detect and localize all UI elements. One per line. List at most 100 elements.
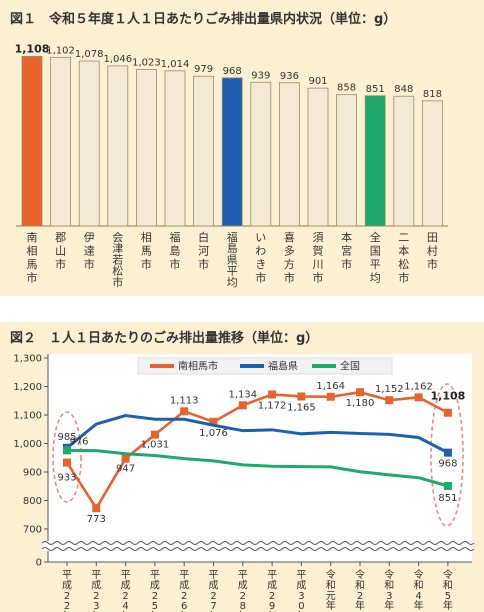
series-line	[66, 414, 449, 454]
data-point	[180, 407, 189, 416]
series-line	[66, 448, 449, 488]
bar-category-label: 二本松市	[398, 231, 409, 285]
bar-chart: 図１ 令和５年度１人１日あたりごみ排出量県内状況（単位：g） 1,108 南相馬市…	[10, 11, 448, 289]
bar	[421, 100, 443, 227]
bar-category-label: いわき市	[255, 231, 266, 285]
data-label: 1,172	[258, 400, 287, 411]
x-tick-label: 平成27年	[209, 570, 219, 612]
data-label: 1,164	[316, 381, 345, 392]
bar	[50, 56, 71, 227]
legend-label: 南相馬市	[178, 360, 218, 373]
bar	[78, 60, 100, 227]
bar	[278, 82, 300, 227]
axis-break-band	[42, 541, 474, 551]
data-point	[63, 446, 71, 455]
data-label: 1,113	[170, 395, 199, 406]
x-tick-label: 令和元年	[326, 568, 336, 612]
bar-value-label: 936	[280, 71, 299, 82]
data-point	[297, 392, 306, 401]
y-tick-label: 1,300	[13, 354, 42, 365]
y-tick-label: 1,100	[13, 411, 42, 422]
legend-box	[137, 357, 393, 375]
bar-chart-panel: 図１ 令和５年度１人１日あたりごみ排出量県内状況（単位：g） 1,108 南相馬市…	[0, 0, 484, 296]
data-label: 1,031	[141, 440, 170, 451]
bar-category-label: 喜多方市	[284, 231, 295, 285]
y-tick-label: 800	[23, 496, 42, 507]
bar-value-label: 968	[223, 66, 242, 77]
bar-value-label: 901	[308, 76, 327, 87]
data-label: 1,152	[375, 384, 404, 395]
bar-category-label: 全国平均	[370, 230, 381, 285]
bar-category-label: 福島市	[170, 230, 181, 271]
data-label: 851	[438, 493, 457, 504]
data-point	[92, 504, 101, 513]
data-point	[443, 448, 452, 457]
bar-value-label: 818	[423, 89, 442, 100]
bar-value-label: 1,108	[15, 42, 50, 55]
bar	[393, 95, 415, 227]
data-label: 1,165	[287, 402, 316, 413]
bar	[307, 87, 329, 227]
data-point	[356, 388, 364, 397]
data-point	[63, 458, 71, 467]
bar-category-label: 本宮市	[341, 230, 352, 271]
data-point	[150, 430, 159, 439]
bar-category-label: 郡山市	[55, 231, 66, 271]
bar-value-label: 858	[337, 83, 356, 94]
axis-break-wave	[41, 541, 475, 545]
y-tick-label: 1,200	[13, 382, 42, 393]
y-tick-label: 900	[23, 468, 42, 479]
x-tick-label: 平成25年	[150, 570, 160, 612]
data-label: 968	[438, 459, 457, 470]
data-label: 1,162	[404, 381, 433, 392]
bar-value-label: 848	[394, 84, 413, 95]
x-tick-label: 平成24年	[121, 570, 131, 612]
bar-category-label: 伊達市	[84, 231, 95, 271]
bar-value-label: 1,046	[103, 54, 132, 65]
data-label: 773	[87, 514, 106, 525]
x-tick-label: 平成26年	[179, 570, 189, 612]
bar-category-label: 福島県平均	[227, 230, 238, 289]
bar	[193, 75, 215, 227]
x-tick-label: 平成30年	[296, 570, 306, 612]
legend-label: 全国	[340, 360, 360, 373]
x-tick-label: 平成29年	[267, 570, 277, 612]
plot-area	[48, 354, 472, 562]
axis-break-wave	[41, 547, 475, 551]
bar-value-label: 851	[366, 84, 385, 95]
x-tick-label: 令和 5 年	[443, 568, 453, 612]
data-point	[414, 393, 423, 402]
bar	[250, 81, 272, 227]
bar-value-label: 1,102	[46, 45, 75, 56]
data-label: 1,180	[346, 398, 375, 409]
legend: 南相馬市 福島県 全国	[137, 357, 393, 375]
x-tick-label: 令和 4 年	[414, 568, 424, 612]
bar	[135, 69, 157, 227]
bar-category-label: 会津若松市	[112, 231, 123, 289]
bar-category-label: 須賀川市	[313, 231, 324, 285]
line-chart: 図２ １人１日あたりのごみ排出量推移（単位：g） 0 700 800 900 1,000…	[10, 330, 475, 612]
y-tick-label: 700	[23, 525, 42, 536]
line-chart-panel: 図２ １人１日あたりのごみ排出量推移（単位：g） 0 700 800 900 1,000…	[0, 322, 484, 612]
bar	[336, 94, 358, 227]
data-label: 976	[69, 436, 88, 447]
y-tick-label: 1,000	[13, 439, 42, 450]
bar	[364, 95, 386, 227]
bar-chart-title: 図１ 令和５年度１人１日あたりごみ排出量県内状況（単位：g）	[10, 11, 396, 27]
data-label: 933	[57, 473, 76, 484]
x-tick-label: 平成22年	[62, 570, 72, 612]
bar-value-label: 1,078	[75, 49, 104, 60]
x-tick-label: 平成28年	[238, 570, 248, 612]
data-label: 1,108	[431, 390, 466, 403]
bar	[107, 65, 129, 227]
data-point	[209, 417, 218, 426]
data-point	[268, 390, 277, 399]
bar-category-label: 南相馬市	[27, 231, 38, 285]
bar-value-label: 1,023	[132, 57, 161, 68]
highlight-ellipse	[52, 411, 82, 503]
bar-category-label: 相馬市	[141, 231, 152, 271]
x-tick-label: 令和 3 年	[384, 568, 394, 612]
data-label: 947	[116, 464, 135, 475]
data-label: 1,076	[199, 428, 228, 439]
data-point	[121, 454, 130, 463]
